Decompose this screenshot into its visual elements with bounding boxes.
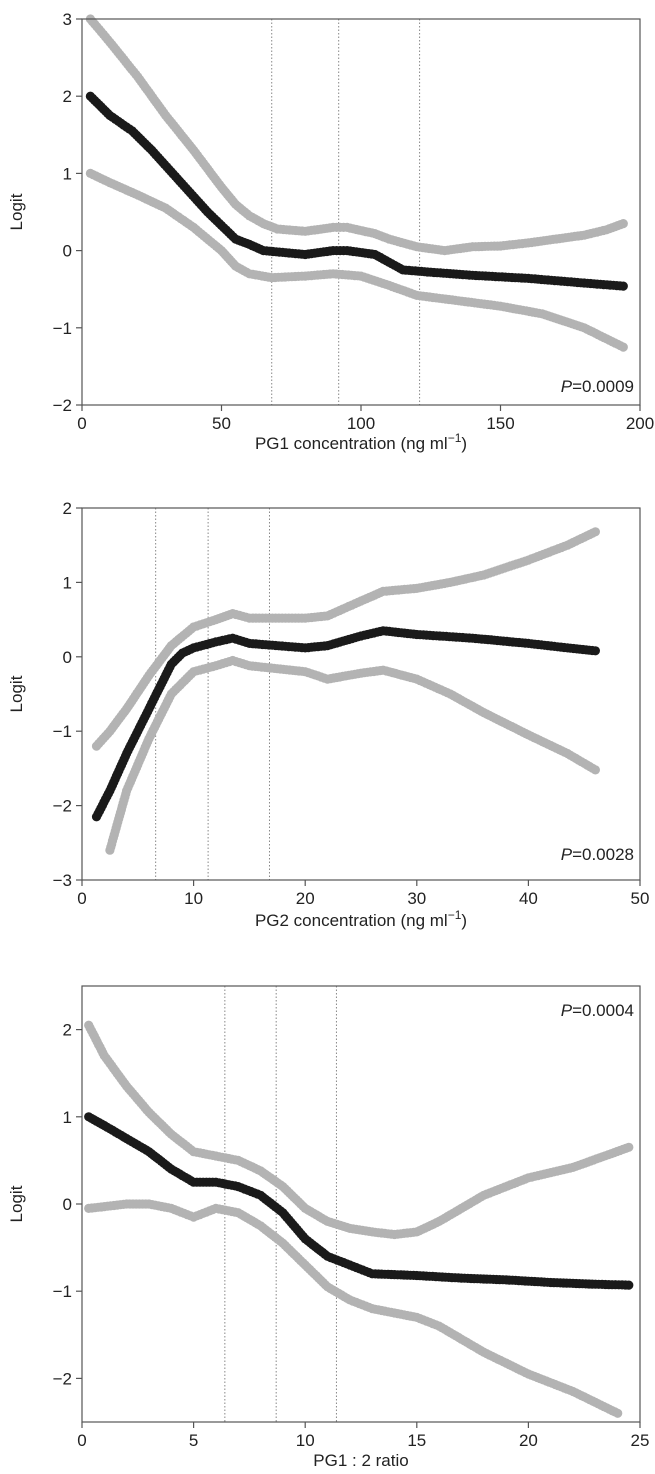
x-tick-label: 20 xyxy=(296,889,315,908)
series-1 xyxy=(91,527,601,751)
chart-1-yticks: −2 −1 0 1 2 3 xyxy=(53,10,82,415)
chart-2-pvalue-p: P xyxy=(561,845,573,864)
chart-3-pvalue: P=0.0004 xyxy=(561,1001,634,1020)
chart-2-series xyxy=(91,527,601,855)
x-tick-label: 10 xyxy=(296,1431,315,1450)
chart-pg2: 0 10 20 30 40 50 −3 −2 −1 0 1 2 Logit PG2 concentr… xyxy=(7,499,649,930)
y-tick-label: 1 xyxy=(63,164,72,183)
chart-2-xticks: 0 10 20 30 40 50 xyxy=(77,880,649,908)
chart-pg1: 0 50 100 150 200 −2 −1 0 1 2 3 Logit PG1 concentr… xyxy=(7,10,654,453)
chart-1-xlabel-tail: ) xyxy=(461,434,467,453)
y-tick-label: −1 xyxy=(53,319,72,338)
chart-1-xlabel-sup: −1 xyxy=(448,431,462,445)
chart-ratio: 0 5 10 15 20 25 −2 −1 0 1 2 Logit PG1 : 2 ratio P… xyxy=(7,985,649,1470)
chart-1-pvalue-p: P xyxy=(561,377,573,396)
y-tick-label: 3 xyxy=(63,10,72,29)
data-point xyxy=(618,342,628,352)
chart-1-xlabel-main: PG1 concentration (ng ml xyxy=(255,434,448,453)
y-tick-label: −3 xyxy=(53,871,72,890)
y-tick-label: −1 xyxy=(53,722,72,741)
chart-3-xlabel-main: PG1 : 2 ratio xyxy=(313,1451,408,1470)
y-tick-label: 0 xyxy=(63,242,72,261)
y-tick-label: 2 xyxy=(63,499,72,518)
x-tick-label: 0 xyxy=(77,414,86,433)
data-point xyxy=(613,1408,623,1418)
x-tick-label: 15 xyxy=(407,1431,426,1450)
y-tick-label: −2 xyxy=(53,1369,72,1388)
chart-2-pvalue: P=0.0028 xyxy=(561,845,634,864)
chart-2-xlabel-sup: −1 xyxy=(448,908,462,922)
chart-2-frame xyxy=(81,507,641,881)
x-tick-label: 20 xyxy=(519,1431,538,1450)
chart-2-pvalue-value: =0.0028 xyxy=(572,845,634,864)
y-tick-label: −2 xyxy=(53,396,72,415)
chart-2-xlabel-main: PG2 concentration (ng ml xyxy=(255,911,448,930)
x-tick-label: 0 xyxy=(77,889,86,908)
chart-1-vlines xyxy=(271,19,421,405)
series-2 xyxy=(85,91,628,291)
chart-3-yticks: −2 −1 0 1 2 xyxy=(53,1021,82,1388)
series-3 xyxy=(84,1199,623,1418)
data-point xyxy=(624,1142,634,1152)
x-tick-label: 10 xyxy=(184,889,203,908)
chart-1-xlabel: PG1 concentration (ng ml−1) xyxy=(255,431,467,453)
series-2 xyxy=(91,626,601,822)
y-tick-label: −2 xyxy=(53,797,72,816)
chart-3-ylabel: Logit xyxy=(7,1185,26,1222)
chart-3-series xyxy=(84,1020,634,1418)
x-tick-label: 50 xyxy=(631,889,650,908)
data-point xyxy=(590,765,601,775)
x-tick-label: 40 xyxy=(519,889,538,908)
y-tick-label: 0 xyxy=(63,1195,72,1214)
x-tick-label: 200 xyxy=(626,414,654,433)
chart-2-xlabel-tail: ) xyxy=(461,911,467,930)
x-tick-label: 0 xyxy=(77,1431,86,1450)
x-tick-label: 5 xyxy=(189,1431,198,1450)
series-1 xyxy=(84,1020,634,1240)
series-3 xyxy=(105,655,601,855)
chart-2-ylabel: Logit xyxy=(7,675,26,712)
chart-3-vlines xyxy=(224,986,337,1422)
data-point xyxy=(590,527,601,537)
data-point xyxy=(618,219,628,229)
chart-2-xlabel: PG2 concentration (ng ml−1) xyxy=(255,908,467,930)
chart-3-xlabel: PG1 : 2 ratio xyxy=(313,1451,408,1470)
y-tick-label: 2 xyxy=(63,87,72,106)
chart-1-pvalue-value: =0.0009 xyxy=(572,377,634,396)
y-tick-label: 0 xyxy=(63,648,72,667)
data-point xyxy=(590,646,601,656)
x-tick-label: 25 xyxy=(631,1431,650,1450)
chart-3-xticks: 0 5 10 15 20 25 xyxy=(77,1422,649,1450)
y-tick-label: 1 xyxy=(63,1108,72,1127)
chart-2-yticks: −3 −2 −1 0 1 2 xyxy=(53,499,82,890)
series-3 xyxy=(85,168,628,352)
chart-3-pvalue-p: P xyxy=(561,1001,573,1020)
x-tick-label: 100 xyxy=(347,414,375,433)
x-tick-label: 50 xyxy=(212,414,231,433)
y-tick-label: 2 xyxy=(63,1021,72,1040)
data-point xyxy=(618,281,628,291)
data-point xyxy=(624,1280,634,1290)
y-tick-label: 1 xyxy=(63,573,72,592)
y-tick-label: −1 xyxy=(53,1282,72,1301)
series-1 xyxy=(85,14,628,256)
chart-1-xticks: 0 50 100 150 200 xyxy=(77,405,654,433)
chart-1-pvalue: P=0.0009 xyxy=(561,377,634,396)
chart-3-pvalue-value: =0.0004 xyxy=(572,1001,634,1020)
chart-1-ylabel: Logit xyxy=(7,193,26,230)
x-tick-label: 150 xyxy=(486,414,514,433)
x-tick-label: 30 xyxy=(407,889,426,908)
chart-1-series xyxy=(85,14,628,352)
series-2 xyxy=(84,1112,634,1290)
